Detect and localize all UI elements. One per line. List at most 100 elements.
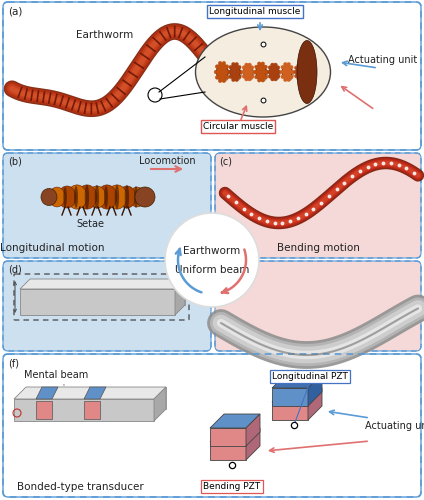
Ellipse shape: [115, 185, 119, 209]
Circle shape: [254, 76, 258, 79]
Ellipse shape: [77, 185, 97, 209]
Circle shape: [226, 70, 230, 74]
Ellipse shape: [218, 66, 230, 82]
Ellipse shape: [67, 185, 87, 209]
FancyBboxPatch shape: [215, 261, 421, 351]
FancyBboxPatch shape: [3, 153, 211, 258]
Polygon shape: [308, 388, 322, 420]
Polygon shape: [175, 279, 185, 315]
Ellipse shape: [269, 65, 279, 79]
FancyBboxPatch shape: [3, 354, 421, 497]
Circle shape: [245, 63, 248, 66]
Text: (d): (d): [8, 265, 22, 275]
Circle shape: [242, 74, 246, 78]
Circle shape: [235, 62, 238, 66]
Circle shape: [250, 66, 254, 70]
Circle shape: [254, 65, 258, 68]
Circle shape: [261, 78, 265, 82]
Bar: [272, 388, 308, 406]
Circle shape: [248, 63, 251, 66]
Circle shape: [290, 70, 294, 74]
Text: Bending motion: Bending motion: [276, 243, 360, 253]
Text: Longitudinal motion: Longitudinal motion: [0, 243, 104, 253]
Circle shape: [239, 70, 242, 74]
Ellipse shape: [296, 66, 304, 78]
Circle shape: [254, 70, 257, 74]
Circle shape: [237, 66, 241, 69]
Ellipse shape: [271, 68, 281, 80]
Ellipse shape: [95, 185, 99, 209]
Circle shape: [277, 70, 281, 74]
Text: (e): (e): [219, 265, 233, 275]
Polygon shape: [210, 428, 260, 442]
Circle shape: [235, 78, 238, 82]
Circle shape: [290, 75, 293, 78]
Circle shape: [251, 70, 255, 74]
Circle shape: [264, 65, 268, 68]
Ellipse shape: [135, 187, 155, 207]
Ellipse shape: [85, 185, 89, 209]
Circle shape: [294, 70, 297, 74]
Circle shape: [287, 62, 290, 66]
Circle shape: [225, 64, 229, 68]
Polygon shape: [210, 414, 260, 428]
FancyBboxPatch shape: [3, 261, 211, 351]
Circle shape: [229, 66, 232, 69]
Circle shape: [297, 64, 300, 67]
Ellipse shape: [143, 187, 147, 207]
Ellipse shape: [104, 186, 108, 208]
Polygon shape: [14, 387, 166, 399]
Text: Actuating unit: Actuating unit: [365, 421, 424, 431]
Ellipse shape: [256, 64, 266, 80]
Text: Locomotion: Locomotion: [139, 156, 195, 166]
Ellipse shape: [216, 63, 228, 81]
Circle shape: [276, 74, 280, 78]
Text: Earthworm: Earthworm: [76, 30, 134, 40]
Circle shape: [274, 78, 277, 81]
Circle shape: [295, 74, 298, 78]
Polygon shape: [154, 387, 166, 421]
Polygon shape: [246, 414, 260, 446]
Ellipse shape: [245, 68, 254, 80]
Ellipse shape: [258, 66, 268, 82]
Text: Bonded-type transducer: Bonded-type transducer: [17, 482, 143, 492]
Circle shape: [222, 79, 226, 82]
Ellipse shape: [232, 67, 242, 81]
Bar: [272, 402, 308, 420]
Ellipse shape: [58, 186, 76, 208]
Circle shape: [268, 74, 272, 78]
Text: Uniform beam: Uniform beam: [175, 265, 249, 275]
Circle shape: [218, 62, 222, 65]
Bar: [84, 401, 100, 419]
Circle shape: [267, 70, 271, 74]
Polygon shape: [246, 428, 260, 460]
Ellipse shape: [282, 64, 292, 80]
Ellipse shape: [284, 67, 294, 81]
Bar: [36, 401, 52, 419]
Circle shape: [281, 75, 285, 78]
Ellipse shape: [63, 187, 67, 207]
Circle shape: [222, 62, 226, 65]
Circle shape: [225, 76, 229, 80]
Ellipse shape: [298, 68, 306, 80]
Ellipse shape: [88, 186, 106, 208]
Circle shape: [274, 63, 277, 66]
Circle shape: [284, 62, 287, 66]
Circle shape: [271, 63, 274, 66]
Polygon shape: [36, 387, 58, 399]
Text: Mental beam: Mental beam: [24, 370, 88, 385]
Circle shape: [268, 66, 272, 70]
Circle shape: [215, 76, 219, 80]
Circle shape: [276, 66, 280, 70]
Circle shape: [245, 78, 248, 81]
Ellipse shape: [206, 54, 224, 68]
Polygon shape: [20, 279, 185, 289]
Circle shape: [215, 64, 219, 68]
Circle shape: [302, 74, 305, 78]
Ellipse shape: [134, 186, 138, 208]
Polygon shape: [84, 387, 106, 399]
Ellipse shape: [230, 64, 240, 80]
Circle shape: [284, 78, 287, 82]
Text: Bending PZT: Bending PZT: [204, 482, 261, 491]
Text: (b): (b): [8, 157, 22, 167]
